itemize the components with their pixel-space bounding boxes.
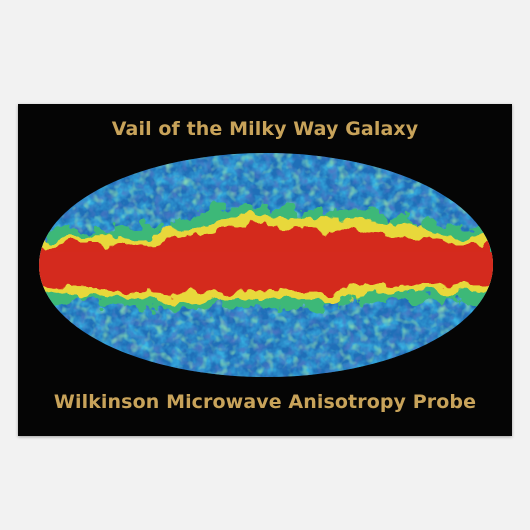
poster-sheet: Vail of the Milky Way Galaxy [18,104,512,436]
poster-title: Vail of the Milky Way Galaxy [111,118,419,140]
sky-map-image [39,153,493,377]
poster-subtitle: Wilkinson Microwave Anisotropy Probe [53,391,477,413]
galactic-core [39,252,493,280]
